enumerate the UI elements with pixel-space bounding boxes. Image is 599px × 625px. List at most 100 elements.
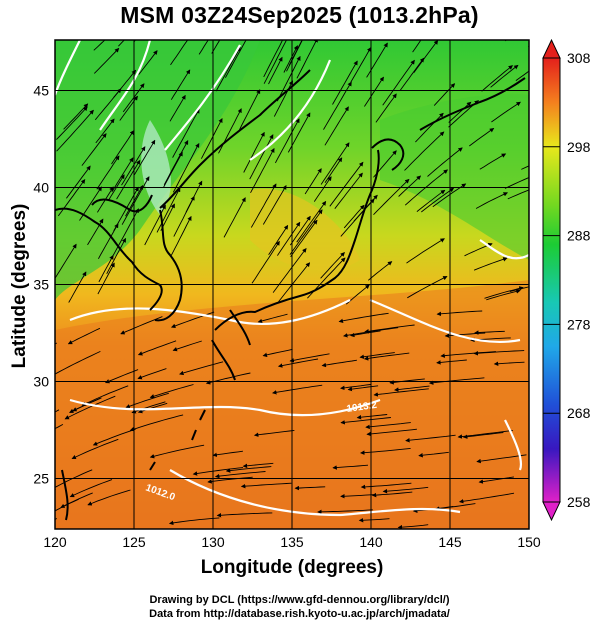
streamline bbox=[289, 353, 330, 363]
streamline bbox=[168, 517, 220, 526]
longitude-tick-labels: 120 125 130 135 140 145 150 bbox=[43, 534, 541, 550]
streamline bbox=[55, 424, 64, 430]
longitude-tick-label: 125 bbox=[122, 534, 146, 550]
streamline bbox=[474, 330, 505, 335]
streamline bbox=[129, 414, 184, 432]
streamline bbox=[340, 417, 391, 425]
streamline bbox=[71, 438, 119, 460]
streamline bbox=[504, 40, 507, 42]
streamline bbox=[214, 471, 266, 479]
streamline bbox=[486, 289, 521, 301]
streamline bbox=[521, 165, 529, 170]
streamline bbox=[481, 65, 513, 92]
streamline bbox=[515, 70, 529, 81]
streamline bbox=[493, 361, 525, 367]
streamline bbox=[275, 118, 300, 164]
streamline bbox=[324, 157, 343, 183]
streamline bbox=[329, 161, 364, 207]
streamline bbox=[458, 492, 515, 504]
streamline bbox=[278, 262, 311, 303]
streamline bbox=[216, 512, 273, 518]
streamline bbox=[296, 40, 318, 79]
streamline bbox=[138, 50, 158, 75]
streamline bbox=[304, 168, 322, 195]
streamline bbox=[277, 221, 301, 256]
streamline bbox=[111, 130, 135, 165]
streamline bbox=[170, 40, 189, 66]
streamline bbox=[321, 359, 357, 368]
streamline bbox=[250, 183, 277, 228]
streamline bbox=[343, 204, 365, 229]
latitude-tick-label: 30 bbox=[33, 374, 49, 390]
longitude-tick-label: 145 bbox=[438, 534, 462, 550]
streamline bbox=[436, 310, 483, 317]
streamline bbox=[121, 176, 150, 225]
streamline bbox=[399, 57, 425, 91]
colorbar-label: 268 bbox=[567, 405, 591, 421]
streamline bbox=[347, 385, 379, 392]
longitude-tick-label: 120 bbox=[43, 534, 67, 550]
streamline bbox=[365, 422, 411, 430]
streamline bbox=[225, 466, 272, 473]
streamline bbox=[360, 447, 411, 455]
streamline bbox=[131, 401, 166, 414]
streamline bbox=[405, 434, 456, 443]
streamline bbox=[262, 348, 293, 358]
streamline bbox=[359, 352, 395, 359]
streamline bbox=[490, 64, 519, 88]
streamline bbox=[64, 395, 116, 420]
streamline bbox=[67, 327, 101, 345]
streamline bbox=[407, 276, 448, 299]
latitude-tick-labels: 25 30 35 40 45 bbox=[33, 82, 49, 486]
contour-label: 1013.2 bbox=[346, 400, 378, 415]
streamline bbox=[313, 176, 332, 202]
streamline bbox=[87, 218, 104, 246]
streamline bbox=[416, 189, 446, 212]
streamline bbox=[332, 464, 369, 470]
colorbar-lower-arrow bbox=[542, 501, 561, 522]
streamline bbox=[98, 254, 114, 283]
streamline bbox=[360, 482, 412, 490]
footer-credit-data: Data from http://database.rish.kyoto-u.a… bbox=[149, 608, 450, 620]
map-title: MSM 03Z24Sep2025 (1013.2hPa) bbox=[120, 2, 479, 28]
streamline bbox=[412, 40, 422, 53]
streamline bbox=[172, 142, 200, 193]
colorbar-label: 258 bbox=[567, 494, 591, 510]
latitude-tick-label: 35 bbox=[33, 277, 49, 293]
streamline bbox=[340, 384, 371, 391]
streamline bbox=[276, 55, 301, 102]
colorbar-upper-arrow bbox=[542, 38, 561, 59]
streamline bbox=[340, 494, 376, 499]
colorbar-label: 278 bbox=[567, 316, 591, 332]
streamline bbox=[507, 189, 529, 200]
streamline bbox=[93, 47, 120, 74]
streamline bbox=[251, 240, 280, 284]
streamline bbox=[475, 192, 508, 209]
streamline bbox=[198, 40, 209, 55]
streamline bbox=[350, 46, 372, 83]
streamline bbox=[289, 209, 323, 255]
streamline bbox=[277, 358, 319, 368]
streamline bbox=[320, 142, 350, 185]
streamline bbox=[364, 76, 384, 107]
streamline bbox=[250, 147, 275, 194]
longitude-tick-label: 140 bbox=[359, 534, 383, 550]
streamline bbox=[272, 248, 307, 293]
streamline bbox=[296, 200, 327, 243]
streamline bbox=[334, 172, 363, 209]
streamline bbox=[185, 180, 203, 213]
streamline bbox=[69, 479, 113, 498]
streamline bbox=[207, 476, 253, 484]
streamline bbox=[375, 93, 397, 123]
temperature-field: 1013.2 1012.0 bbox=[55, 40, 529, 529]
streamline bbox=[382, 486, 429, 494]
streamline bbox=[55, 350, 101, 377]
streamline bbox=[55, 342, 58, 345]
streamline bbox=[476, 454, 527, 464]
streamline bbox=[421, 187, 455, 213]
streamline bbox=[394, 385, 430, 392]
streamline bbox=[95, 118, 115, 144]
streamline bbox=[290, 219, 318, 257]
streamline bbox=[356, 414, 388, 420]
